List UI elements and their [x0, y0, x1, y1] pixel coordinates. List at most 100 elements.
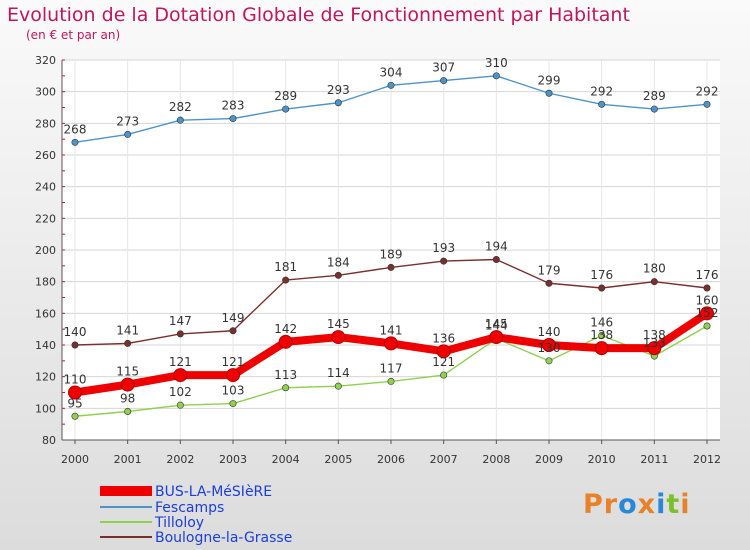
logo-letter: Pr — [583, 489, 619, 520]
data-point — [542, 338, 556, 352]
data-label: 160 — [696, 293, 719, 307]
y-tick-label: 100 — [35, 402, 56, 415]
data-label: 145 — [485, 317, 508, 331]
data-point — [124, 339, 132, 347]
data-point — [387, 263, 395, 271]
logo-letter: i — [680, 489, 691, 520]
data-label: 117 — [380, 361, 403, 375]
data-point — [647, 341, 662, 356]
proxiti-logo: Proxiti — [583, 489, 691, 520]
data-point — [282, 384, 290, 392]
data-label: 310 — [485, 56, 508, 70]
data-label: 121 — [169, 355, 192, 369]
chart-title: Evolution de la Dotation Globale de Fonc… — [7, 4, 630, 26]
data-label: 141 — [116, 323, 139, 337]
data-point — [120, 377, 135, 392]
data-point — [229, 400, 237, 408]
y-tick-label: 220 — [35, 212, 56, 225]
data-label: 299 — [538, 73, 561, 87]
data-label: 181 — [274, 260, 297, 274]
logo-letter: o — [618, 489, 638, 520]
y-tick-label: 120 — [35, 371, 56, 384]
data-point — [440, 77, 448, 85]
data-label: 194 — [485, 240, 508, 254]
data-point — [71, 138, 79, 146]
data-point — [384, 336, 398, 351]
data-label: 121 — [432, 355, 455, 369]
data-label: 113 — [274, 368, 297, 382]
x-tick-label: 2011 — [640, 453, 668, 466]
data-point — [226, 368, 240, 383]
data-point — [387, 81, 395, 89]
y-tick-label: 240 — [35, 181, 56, 194]
data-point — [68, 385, 82, 400]
legend-label: Fescamps — [155, 500, 224, 516]
data-label: 289 — [274, 89, 297, 103]
x-tick-label: 2006 — [377, 453, 405, 466]
data-point — [124, 130, 132, 138]
data-label: 293 — [327, 83, 350, 97]
data-label: 142 — [274, 322, 297, 336]
data-point — [650, 278, 658, 286]
y-tick-label: 320 — [35, 54, 56, 67]
data-label: 292 — [590, 84, 613, 98]
legend-label: Tilloloy — [154, 515, 204, 531]
data-point — [334, 99, 342, 107]
x-tick-label: 2010 — [588, 453, 616, 466]
data-label: 179 — [538, 263, 561, 277]
data-label: 98 — [120, 392, 135, 406]
x-tick-label: 2007 — [430, 453, 458, 466]
data-point — [229, 115, 237, 123]
data-point — [334, 271, 342, 279]
data-point — [703, 100, 711, 108]
data-point — [282, 105, 290, 113]
data-label: 289 — [643, 89, 666, 103]
data-label: 152 — [696, 306, 719, 320]
y-tick-label: 160 — [35, 307, 56, 320]
data-point — [173, 368, 188, 383]
data-label: 141 — [380, 323, 403, 337]
data-point — [440, 371, 448, 379]
x-tick-label: 2005 — [324, 453, 352, 466]
data-label: 176 — [590, 268, 613, 282]
data-label: 184 — [327, 255, 350, 269]
y-tick-label: 260 — [35, 149, 56, 162]
data-label: 268 — [64, 122, 87, 136]
data-label: 180 — [643, 262, 666, 276]
data-point — [703, 322, 711, 330]
data-point — [703, 284, 711, 292]
data-label: 193 — [432, 241, 455, 255]
data-point — [124, 407, 132, 415]
data-label: 292 — [696, 84, 719, 98]
y-tick-label: 200 — [35, 244, 56, 257]
x-tick-label: 2012 — [693, 453, 721, 466]
data-point — [492, 72, 500, 80]
data-point — [71, 412, 79, 420]
y-tick-label: 280 — [35, 117, 56, 130]
legend-label: Boulogne-la-Grasse — [155, 530, 292, 546]
logo-letter: x — [637, 489, 657, 520]
data-label: 140 — [64, 325, 87, 339]
data-point — [282, 276, 290, 284]
data-point — [436, 344, 451, 359]
data-point — [489, 330, 504, 345]
data-point — [545, 357, 553, 365]
data-point — [229, 327, 237, 335]
data-point — [598, 100, 606, 108]
y-tick-label: 140 — [35, 339, 56, 352]
x-tick-label: 2008 — [482, 453, 510, 466]
data-point — [176, 401, 184, 409]
data-label: 307 — [432, 61, 455, 75]
logo-letter: t — [666, 489, 681, 520]
data-point — [598, 284, 606, 292]
data-label: 136 — [432, 331, 455, 345]
data-label: 121 — [222, 355, 245, 369]
data-label: 176 — [696, 268, 719, 282]
legend-label: BUS-LA-MéSIèRE — [155, 484, 272, 500]
chart-subtitle: (en € et par an) — [26, 28, 121, 42]
data-point — [650, 105, 658, 113]
data-label: 145 — [327, 317, 350, 331]
data-label: 138 — [643, 328, 666, 342]
data-label: 282 — [169, 100, 192, 114]
